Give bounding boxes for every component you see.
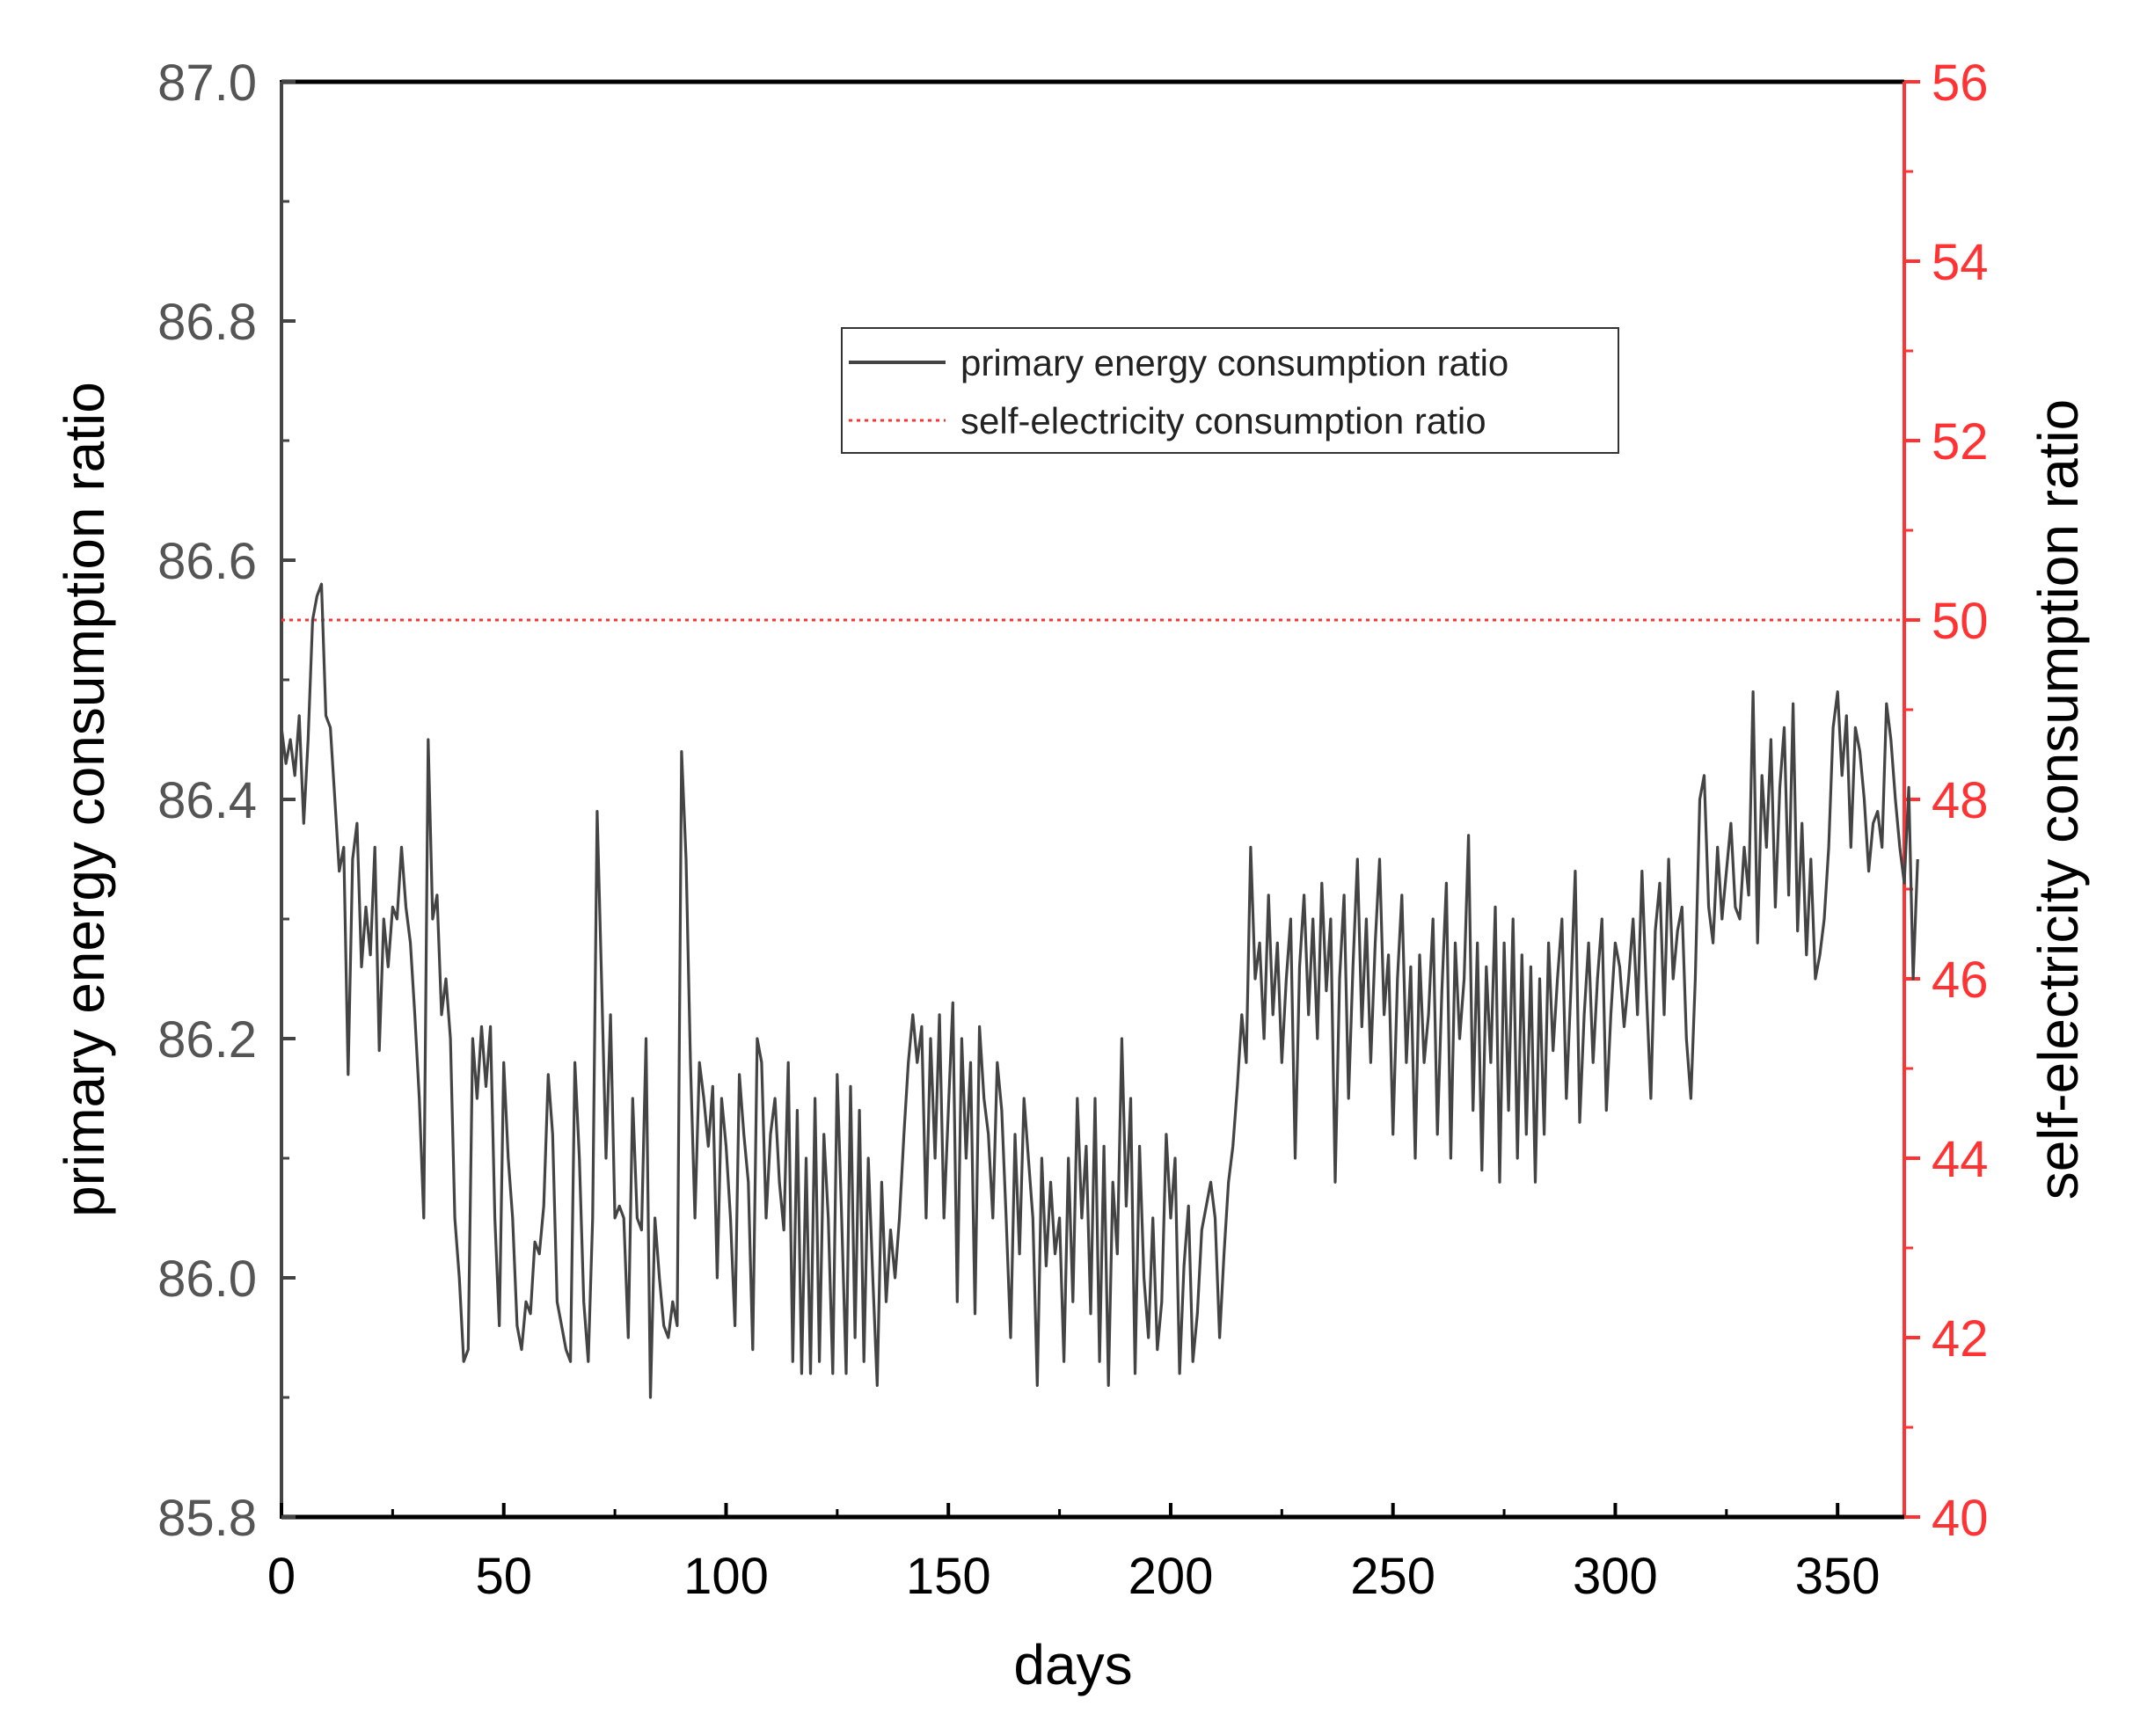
right-y-tick-label: 52 [1932, 413, 1989, 470]
left-y-tick-label: 87.0 [157, 55, 257, 112]
legend-label-primary: primary energy consumption ratio [960, 342, 1508, 383]
x-tick-label: 200 [1128, 1548, 1214, 1605]
left-y-tick-label: 85.8 [157, 1490, 257, 1547]
primary-energy-series-line [280, 582, 1919, 1399]
x-axis-ticks: 0 50 100 150 200 250 300 350 [267, 1503, 1881, 1605]
x-tick-label: 50 [475, 1548, 532, 1605]
left-y-axis-title: primary energy consumption ratio [53, 382, 116, 1217]
x-axis-title: days [1013, 1633, 1132, 1696]
right-y-tick-label: 44 [1932, 1131, 1989, 1188]
x-tick-label: 150 [906, 1548, 991, 1605]
right-y-axis-title: self-electricity consumption ratio [2027, 399, 2090, 1200]
left-y-axis-ticks: 85.8 86.0 86.2 86.4 86.6 86.8 87.0 [157, 55, 296, 1547]
x-tick-label: 300 [1573, 1548, 1658, 1605]
right-y-tick-label: 42 [1932, 1310, 1989, 1368]
right-y-tick-label: 48 [1932, 772, 1989, 829]
right-y-tick-label: 40 [1932, 1490, 1989, 1547]
legend-box [841, 327, 1619, 454]
right-y-axis-ticks: 40 42 44 46 48 50 52 54 56 [1904, 55, 1989, 1547]
legend-label-self: self-electricity consumption ratio [960, 400, 1486, 441]
x-tick-label: 100 [683, 1548, 769, 1605]
right-y-tick-label: 56 [1932, 55, 1989, 112]
left-y-tick-label: 86.0 [157, 1251, 257, 1308]
right-y-tick-label: 50 [1932, 593, 1989, 650]
left-y-tick-label: 86.6 [157, 533, 257, 590]
left-y-tick-label: 86.2 [157, 1011, 257, 1069]
right-y-tick-label: 46 [1932, 952, 1989, 1009]
left-y-tick-label: 86.8 [157, 294, 257, 351]
left-y-tick-label: 86.4 [157, 772, 257, 829]
x-tick-label: 350 [1795, 1548, 1881, 1605]
x-tick-label: 0 [267, 1548, 296, 1605]
right-y-tick-label: 54 [1932, 234, 1989, 291]
legend: primary energy consumption ratio self-el… [841, 327, 1619, 454]
x-tick-label: 250 [1350, 1548, 1435, 1605]
